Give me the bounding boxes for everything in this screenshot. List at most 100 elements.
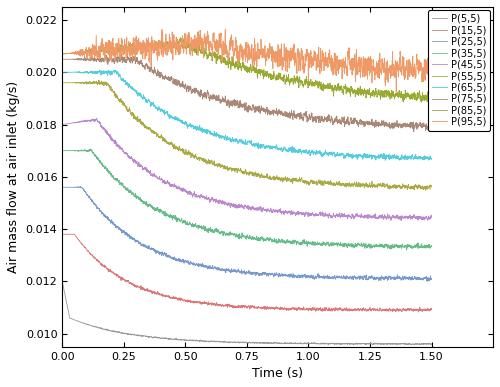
P(95,5) [159, 27, 165, 32]
P(55,5) [428, 185, 434, 189]
P(65,5) [418, 156, 424, 160]
P(45,5) [218, 199, 224, 204]
P(95,5) [214, 39, 220, 44]
P(85,5) [59, 51, 65, 56]
P(55,5) [423, 188, 429, 193]
P(5,5) [417, 342, 423, 346]
P(85,5) [426, 101, 432, 105]
P(85,5) [417, 94, 423, 98]
P(75,5) [399, 125, 405, 129]
P(25,5) [328, 276, 334, 281]
P(65,5) [382, 158, 388, 163]
Line: P(45,5): P(45,5) [62, 118, 432, 221]
P(25,5) [424, 279, 430, 284]
P(75,5) [418, 121, 424, 125]
P(95,5) [328, 65, 334, 69]
P(35,5) [418, 245, 424, 249]
P(15,5) [416, 310, 422, 314]
P(65,5) [214, 132, 220, 136]
P(45,5) [59, 122, 65, 127]
P(75,5) [214, 95, 220, 99]
P(25,5) [59, 185, 65, 190]
P(95,5) [399, 65, 405, 70]
P(15,5) [418, 308, 424, 313]
P(15,5) [428, 307, 434, 312]
P(25,5) [235, 269, 241, 273]
P(55,5) [235, 168, 241, 172]
Legend: P(5,5), P(15,5), P(25,5), P(35,5), P(45,5), P(55,5), P(65,5), P(75,5), P(85,5), : P(5,5), P(15,5), P(25,5), P(35,5), P(45,… [428, 10, 490, 131]
P(75,5) [235, 102, 241, 106]
P(45,5) [398, 218, 404, 223]
P(65,5) [96, 68, 102, 72]
P(25,5) [399, 277, 405, 282]
P(45,5) [214, 199, 220, 204]
P(35,5) [218, 232, 224, 236]
P(5,5) [408, 342, 414, 347]
P(55,5) [399, 185, 405, 189]
P(5,5) [218, 339, 224, 344]
P(75,5) [428, 122, 434, 127]
P(15,5) [328, 308, 334, 312]
P(15,5) [214, 303, 220, 308]
P(95,5) [393, 90, 399, 95]
P(35,5) [88, 147, 94, 151]
P(75,5) [218, 101, 224, 105]
P(15,5) [59, 232, 65, 236]
P(5,5) [328, 342, 334, 346]
P(45,5) [328, 215, 334, 219]
P(35,5) [399, 245, 405, 250]
P(35,5) [235, 235, 241, 239]
P(15,5) [399, 309, 405, 314]
P(25,5) [428, 276, 434, 281]
P(95,5) [218, 40, 224, 45]
P(75,5) [328, 119, 334, 124]
P(55,5) [417, 184, 423, 189]
Line: P(35,5): P(35,5) [62, 149, 432, 250]
P(85,5) [428, 94, 434, 99]
P(25,5) [417, 277, 423, 282]
P(45,5) [428, 215, 434, 220]
P(55,5) [214, 164, 220, 168]
P(35,5) [428, 244, 434, 248]
P(55,5) [59, 80, 65, 85]
P(65,5) [59, 70, 65, 75]
P(65,5) [218, 135, 224, 140]
Line: P(15,5): P(15,5) [62, 234, 432, 312]
Line: P(5,5): P(5,5) [62, 281, 432, 345]
P(75,5) [59, 57, 65, 62]
P(25,5) [218, 267, 224, 272]
P(85,5) [214, 58, 220, 63]
P(35,5) [404, 248, 409, 252]
Line: P(25,5): P(25,5) [62, 187, 432, 281]
P(85,5) [177, 35, 183, 40]
P(35,5) [214, 230, 220, 235]
P(55,5) [328, 179, 334, 184]
P(45,5) [399, 214, 405, 218]
P(85,5) [235, 64, 241, 69]
Line: P(95,5): P(95,5) [62, 29, 432, 92]
P(15,5) [72, 232, 78, 236]
P(55,5) [96, 78, 102, 82]
P(95,5) [428, 65, 434, 69]
P(65,5) [328, 151, 334, 155]
P(85,5) [218, 57, 224, 62]
P(45,5) [418, 216, 424, 221]
P(95,5) [59, 51, 65, 56]
P(15,5) [218, 303, 224, 307]
P(45,5) [235, 205, 241, 210]
P(5,5) [214, 339, 220, 344]
Line: P(55,5): P(55,5) [62, 80, 432, 190]
P(45,5) [94, 116, 100, 121]
P(15,5) [235, 304, 241, 309]
P(95,5) [418, 62, 424, 67]
Line: P(65,5): P(65,5) [62, 70, 432, 160]
P(65,5) [235, 139, 241, 144]
P(55,5) [218, 163, 224, 168]
X-axis label: Time (s): Time (s) [252, 367, 303, 380]
P(5,5) [399, 341, 405, 346]
P(5,5) [428, 341, 434, 346]
P(5,5) [59, 279, 65, 284]
P(95,5) [235, 58, 241, 62]
P(35,5) [59, 148, 65, 153]
P(75,5) [112, 53, 118, 57]
